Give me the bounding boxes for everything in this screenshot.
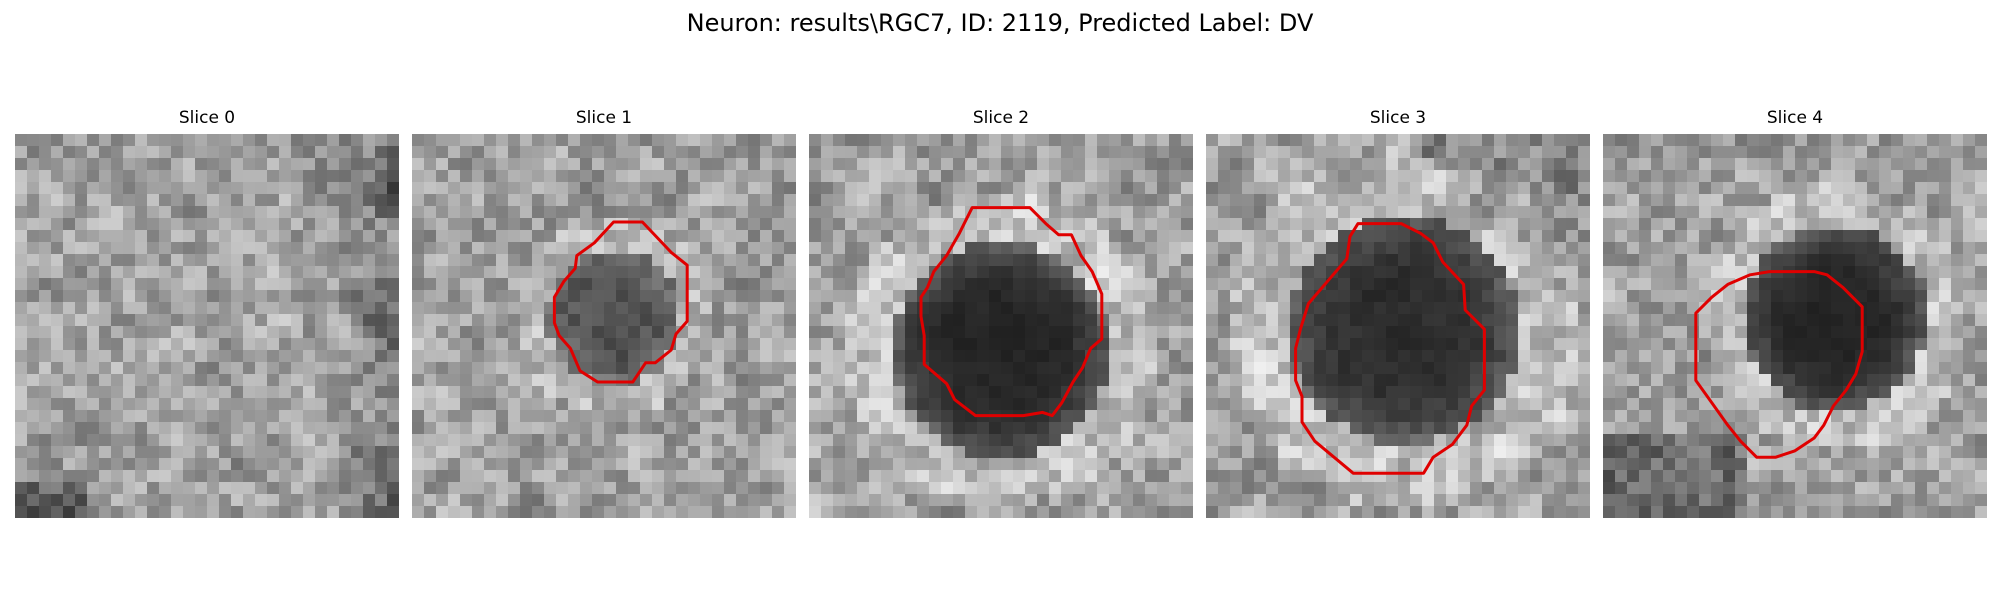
cell-contour (1294, 222, 1486, 475)
slice-title: Slice 4 (1766, 108, 1824, 128)
slice-title: Slice 2 (972, 108, 1030, 128)
cell-contour (919, 206, 1104, 418)
cell-contour (552, 220, 689, 384)
slice-title: Slice 1 (575, 108, 633, 128)
slice-title: Slice 0 (178, 108, 236, 128)
figure-title: Neuron: results\RGC7, ID: 2119, Predicte… (686, 9, 1314, 37)
slice-image (15, 134, 399, 518)
slice-title: Slice 3 (1369, 108, 1427, 128)
slice-image (1206, 134, 1590, 518)
slice-image (1603, 134, 1987, 518)
cell-contour (1694, 270, 1864, 459)
slice-image (809, 134, 1193, 518)
slice-image (412, 134, 796, 518)
